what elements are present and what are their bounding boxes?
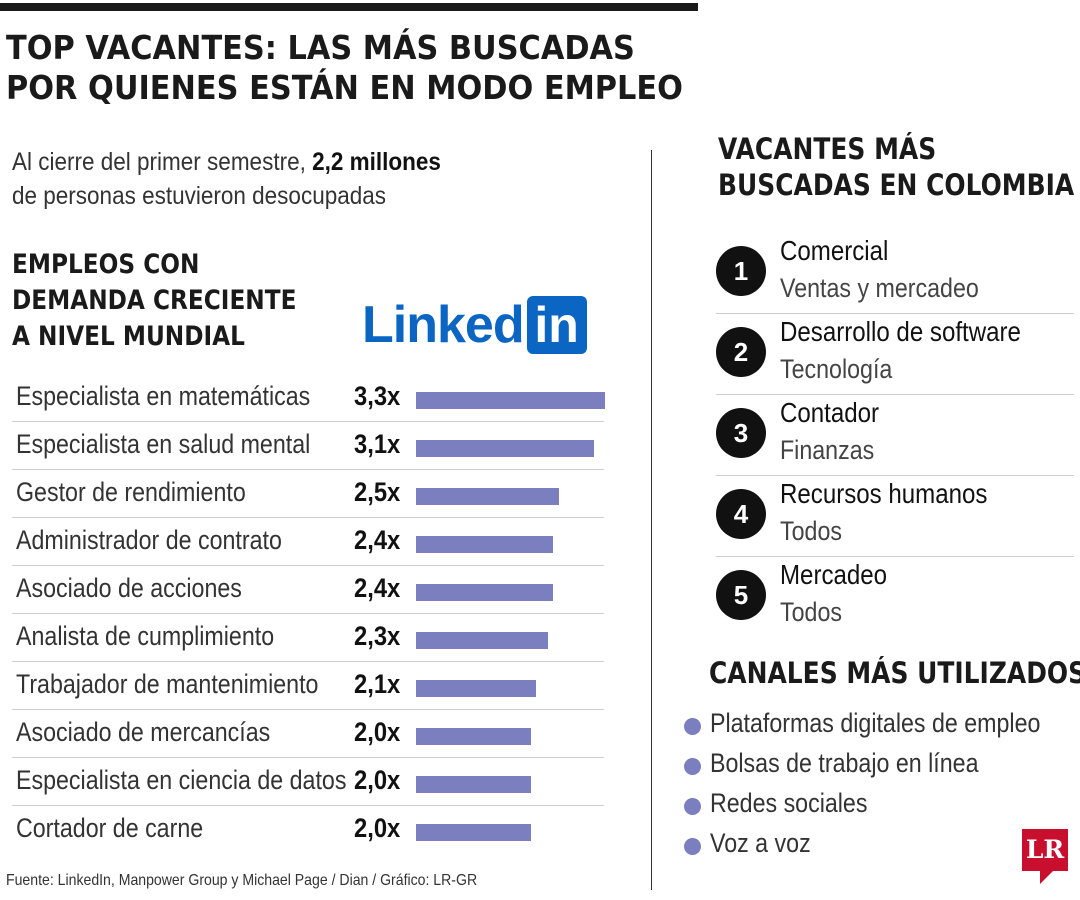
bar (416, 584, 553, 601)
vacancy-title: Comercial (780, 235, 889, 266)
source-note: Fuente: LinkedIn, Manpower Group y Micha… (6, 872, 478, 889)
value-label: 2,4x (354, 525, 401, 555)
lr-logo-icon: LR (1022, 829, 1068, 871)
vacancies-heading-line-2: BUSCADAS EN COLOMBIA (718, 168, 1075, 202)
vacancy-item: 1 Comercial Ventas y mercadeo (716, 235, 1074, 314)
bar-row: Especialista en salud mental 3,1x (12, 422, 604, 470)
bar-row: Administrador de contrato 2,4x (12, 518, 604, 566)
rank-badge: 1 (716, 246, 766, 296)
value-label: 2,0x (354, 717, 401, 747)
vacancy-area: Todos (780, 597, 842, 627)
vacancy-area: Todos (780, 516, 842, 546)
column-divider (651, 150, 652, 890)
bar-row: Asociado de acciones 2,4x (12, 566, 604, 614)
growing-jobs-heading-line-3: A NIVEL MUNDIAL (12, 321, 245, 352)
vacancy-item: 4 Recursos humanos Todos (716, 478, 1074, 557)
top-rule (0, 3, 698, 11)
value-label: 2,0x (354, 813, 401, 843)
bar (416, 392, 605, 409)
vacancies-list: 1 Comercial Ventas y mercadeo 2 Desarrol… (716, 235, 1074, 639)
linkedin-logo: Linked in (362, 296, 587, 354)
linkedin-logo-box: in (526, 296, 587, 354)
category-label: Asociado de mercancías (16, 717, 271, 747)
category-label: Cortador de carne (16, 813, 204, 843)
category-label: Trabajador de mantenimiento (16, 669, 319, 699)
page-title-line-2: POR QUIENES ESTÁN EN MODO EMPLEO (6, 68, 683, 107)
bar-chart: Especialista en matemáticas 3,3x Especiali… (12, 374, 605, 853)
value-label: 2,3x (354, 621, 401, 651)
value-label: 3,1x (354, 429, 401, 459)
bullet-dot-icon (684, 758, 701, 775)
bar-row: Trabajador de mantenimiento 2,1x (12, 662, 604, 710)
bar-row: Gestor de rendimiento 2,5x (12, 470, 604, 518)
intro-pre: Al cierre del primer semestre, (12, 148, 313, 176)
vacancy-area: Tecnología (780, 354, 893, 384)
lr-logo-tail-icon (1040, 870, 1054, 884)
page-title: TOP VACANTES: LAS MÁS BUSCADAS POR QUIEN… (6, 28, 683, 108)
bar-row: Analista de cumplimiento 2,3x (12, 614, 604, 662)
vacancies-heading: VACANTES MÁS BUSCADAS EN COLOMBIA (718, 131, 1074, 203)
bar (416, 536, 553, 553)
bullet-dot-icon (684, 718, 701, 735)
channel-label: Bolsas de trabajo en línea (710, 748, 979, 778)
rank-badge: 4 (716, 489, 766, 539)
bullet-dot-icon (684, 798, 701, 815)
bar-row: Especialista en ciencia de datos 2,0x (12, 758, 604, 806)
bar-row: Cortador de carne 2,0x (12, 806, 604, 853)
linkedin-logo-word: Linked (362, 296, 525, 354)
vacancy-title: Mercadeo (780, 559, 888, 590)
bar (416, 440, 594, 457)
vacancy-item: 5 Mercadeo Todos (716, 559, 1074, 637)
rank-badge: 2 (716, 327, 766, 377)
vacancy-area: Finanzas (780, 435, 875, 465)
vacancy-title: Recursos humanos (780, 478, 988, 509)
bar (416, 776, 531, 793)
growing-jobs-heading-line-1: EMPLEOS CON (12, 249, 200, 280)
category-label: Especialista en matemáticas (16, 381, 311, 411)
category-label: Asociado de acciones (16, 573, 242, 603)
category-label: Especialista en ciencia de datos (16, 765, 347, 795)
value-label: 2,0x (354, 765, 401, 795)
bar-row: Especialista en matemáticas 3,3x (12, 374, 605, 422)
value-label: 2,5x (354, 477, 401, 507)
vacancy-area: Ventas y mercadeo (780, 273, 979, 303)
channel-label: Plataformas digitales de empleo (710, 708, 1041, 738)
bar (416, 680, 536, 697)
channel-label: Redes sociales (710, 788, 868, 818)
category-label: Especialista en salud mental (16, 429, 311, 459)
vacancy-title: Desarrollo de software (780, 316, 1021, 347)
bullet-dot-icon (684, 838, 701, 855)
bar (416, 632, 548, 649)
rank-badge: 3 (716, 408, 766, 458)
value-label: 3,3x (354, 381, 401, 411)
channels-heading: CANALES MÁS UTILIZADOS (709, 656, 1080, 690)
vacancy-item: 2 Desarrollo de software Tecnología (716, 316, 1074, 395)
category-label: Administrador de contrato (16, 525, 282, 555)
bar (416, 728, 531, 745)
rank-badge: 5 (716, 570, 766, 620)
vacancies-heading-line-1: VACANTES MÁS (718, 132, 937, 166)
value-label: 2,4x (354, 573, 401, 603)
category-label: Gestor de rendimiento (16, 477, 246, 507)
category-label: Analista de cumplimiento (16, 621, 275, 651)
bar (416, 824, 531, 841)
intro-highlight: 2,2 millones (312, 148, 441, 176)
value-label: 2,1x (354, 669, 401, 699)
growing-jobs-heading: EMPLEOS CON DEMANDA CRECIENTE A NIVEL MU… (12, 247, 296, 355)
intro-post: de personas estuvieron desocupadas (12, 182, 387, 210)
channel-label: Voz a voz (710, 828, 811, 858)
intro-text: Al cierre del primer semestre, 2,2 millo… (12, 145, 441, 213)
vacancy-title: Contador (780, 397, 880, 428)
page-title-line-1: TOP VACANTES: LAS MÁS BUSCADAS (6, 28, 635, 67)
bar-row: Asociado de mercancías 2,0x (12, 710, 604, 758)
bar (416, 488, 559, 505)
growing-jobs-heading-line-2: DEMANDA CRECIENTE (12, 285, 297, 316)
vacancy-item: 3 Contador Finanzas (716, 397, 1074, 476)
